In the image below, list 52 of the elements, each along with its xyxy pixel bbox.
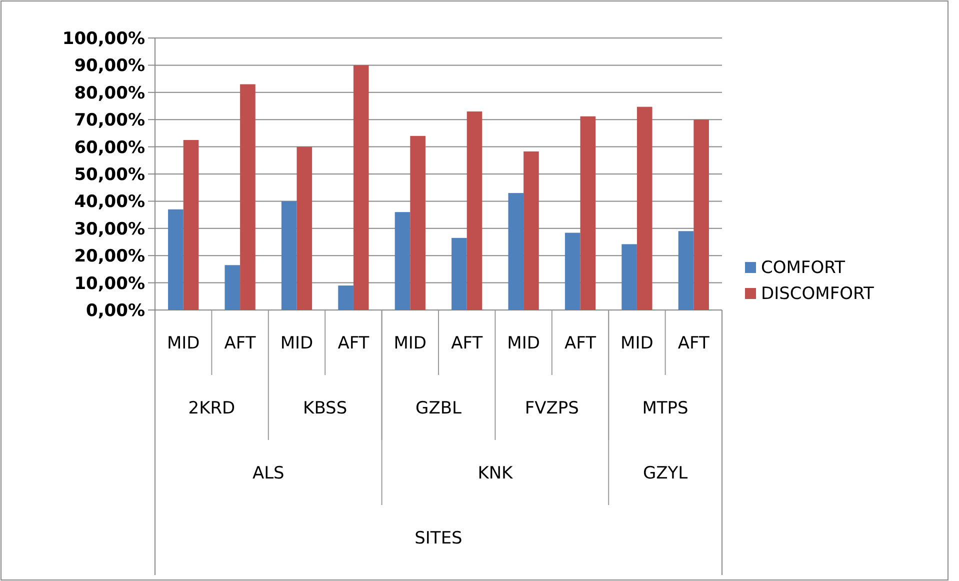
- bar: [636, 106, 652, 310]
- text: MTPS: [642, 398, 688, 418]
- text: KBSS: [303, 398, 348, 418]
- text: GZYL: [642, 464, 688, 484]
- bar: [466, 111, 482, 310]
- bar: [281, 201, 297, 310]
- text: ALS: [252, 464, 284, 484]
- y-tick-label: 100,00%: [62, 29, 145, 49]
- text: SITES: [414, 528, 462, 548]
- text: KNK: [478, 464, 514, 484]
- y-tick-label: 20,00%: [74, 246, 145, 267]
- bar: [394, 212, 410, 310]
- bar: [353, 65, 369, 310]
- bar: [622, 244, 637, 310]
- x-tick-label: AFT: [678, 334, 710, 354]
- bar: [564, 232, 580, 310]
- x-tick-label: AFT: [564, 334, 597, 354]
- bar: [508, 193, 524, 310]
- legend-label: COMFORT: [761, 258, 846, 278]
- x-tick-label: MID: [166, 334, 200, 354]
- x-tick-label: AFT: [338, 334, 370, 354]
- y-tick-label: 50,00%: [74, 165, 145, 185]
- bar: [240, 84, 256, 310]
- text: FVZPS: [524, 398, 579, 418]
- y-tick-label: 70,00%: [74, 110, 145, 131]
- bar: [410, 136, 426, 310]
- x-tick-label: AFT: [224, 334, 256, 354]
- x-tick-label: MID: [394, 334, 427, 354]
- x-tick-label: AFT: [451, 334, 484, 354]
- text: GZBL: [416, 398, 462, 418]
- y-tick-label: 0,00%: [86, 301, 145, 321]
- text: 2KRD: [188, 398, 236, 418]
- bar: [168, 209, 184, 310]
- bar: [678, 231, 694, 310]
- y-tick-label: 40,00%: [74, 192, 145, 212]
- legend-label: DISCOMFORT: [761, 284, 875, 304]
- bar: [296, 146, 312, 310]
- bar: [338, 286, 354, 310]
- bar: [694, 120, 709, 310]
- bar: [452, 238, 467, 310]
- bar: [224, 265, 240, 310]
- x-tick-label: MID: [280, 334, 314, 354]
- y-tick-label: 90,00%: [74, 56, 145, 76]
- bar: [183, 140, 199, 310]
- bar: [524, 151, 539, 310]
- x-tick-label: MID: [620, 334, 654, 354]
- bar: [580, 116, 596, 310]
- y-tick-label: 10,00%: [74, 274, 145, 294]
- y-tick-label: 80,00%: [74, 83, 145, 104]
- y-tick-label: 60,00%: [74, 138, 145, 158]
- x-tick-label: MID: [507, 334, 540, 354]
- y-tick-label: 30,00%: [74, 219, 145, 240]
